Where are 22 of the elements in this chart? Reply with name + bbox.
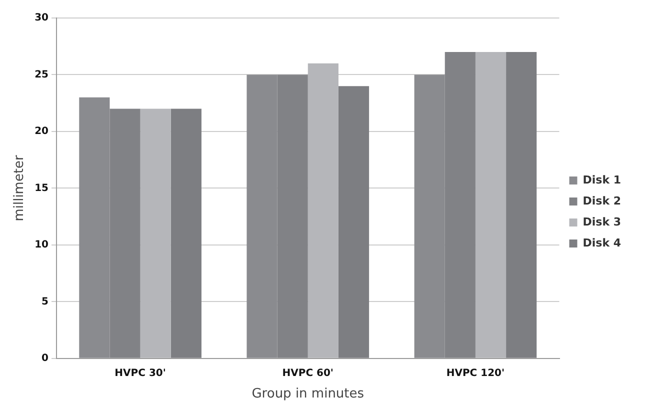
bar bbox=[140, 108, 171, 358]
y-tick-label: 30 bbox=[34, 12, 49, 24]
y-axis-title: millimeter bbox=[12, 154, 28, 222]
legend-label: Disk 1 bbox=[582, 173, 621, 186]
legend-label: Disk 2 bbox=[582, 194, 621, 208]
y-tick-label: 5 bbox=[42, 296, 49, 308]
bar bbox=[338, 86, 370, 358]
y-tick-label: 25 bbox=[34, 69, 49, 80]
y-tick-label: 20 bbox=[34, 126, 49, 138]
y-tick-label: 0 bbox=[42, 352, 49, 364]
x-tick-label: HVPC 30' bbox=[114, 368, 166, 379]
y-tick-label: 15 bbox=[34, 182, 49, 194]
x-axis-title: Group in minutes bbox=[252, 386, 364, 402]
x-tick-label: HVPC 120' bbox=[446, 368, 505, 379]
bar bbox=[506, 52, 537, 358]
legend-label: Disk 4 bbox=[582, 236, 622, 250]
x-tick-label: HVPC 60' bbox=[282, 368, 334, 379]
legend-label: Disk 3 bbox=[582, 215, 621, 228]
y-tick-label: 10 bbox=[34, 240, 49, 251]
bar bbox=[475, 52, 506, 358]
bar bbox=[308, 63, 338, 358]
bar bbox=[170, 108, 202, 358]
